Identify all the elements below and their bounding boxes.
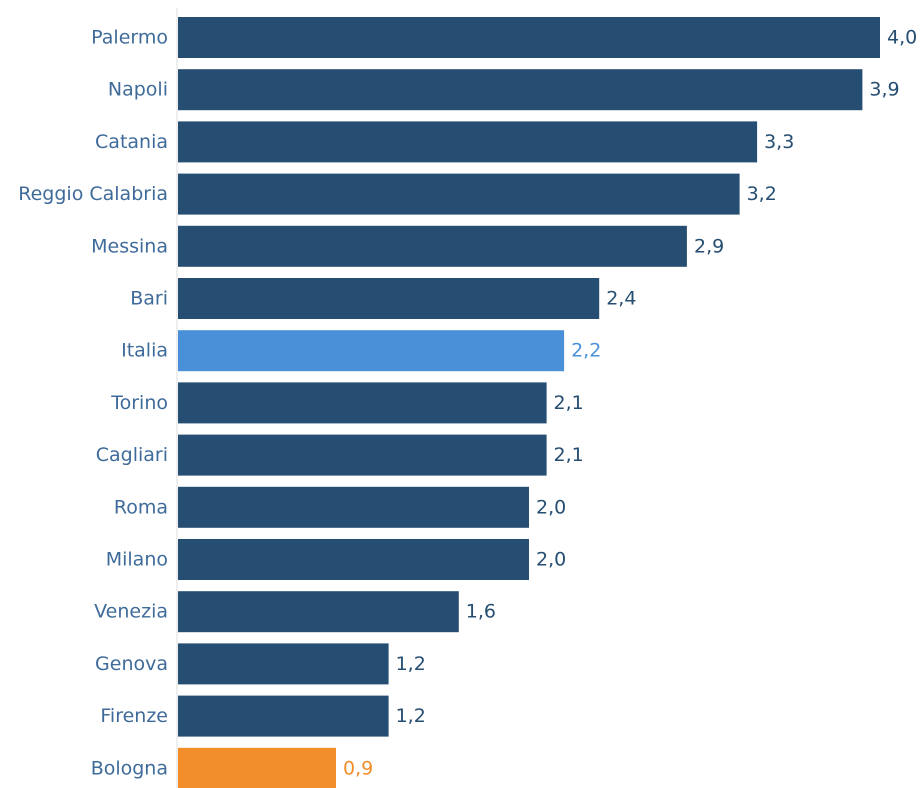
value-label-palermo: 4,0	[887, 27, 917, 49]
bar-genova	[178, 643, 389, 685]
category-label-napoli: Napoli	[108, 79, 168, 101]
bar-reggio-calabria	[178, 173, 740, 215]
category-label-venezia: Venezia	[94, 601, 168, 623]
bars-group	[178, 17, 880, 788]
bar-bari	[178, 278, 600, 319]
bar-palermo	[178, 17, 880, 58]
value-label-venezia: 1,6	[466, 601, 496, 623]
value-label-cagliari: 2,1	[554, 444, 584, 466]
bar-venezia	[178, 591, 459, 633]
category-label-italia: Italia	[121, 340, 168, 362]
bar-bologna	[178, 747, 336, 788]
bar-cagliari	[178, 434, 547, 476]
bar-torino	[178, 382, 547, 424]
value-label-messina: 2,9	[694, 235, 724, 257]
bar-messina	[178, 225, 687, 267]
value-label-torino: 2,1	[554, 392, 584, 414]
value-label-genova: 1,2	[396, 653, 426, 675]
value-label-bari: 2,4	[606, 288, 636, 310]
category-label-firenze: Firenze	[100, 705, 168, 727]
value-label-italia: 2,2	[571, 340, 601, 362]
category-labels-group: Palermo Napoli Catania Reggio Calabria Messi…	[18, 27, 168, 780]
bar-roma	[178, 486, 529, 528]
value-label-firenze: 1,2	[396, 705, 426, 727]
bar-catania	[178, 121, 758, 163]
category-label-bologna: Bologna	[91, 757, 168, 779]
value-label-roma: 2,0	[536, 496, 566, 518]
value-labels-group: 4,0 3,9 3,3 3,2 2,9 2,4 2,2 2,1 2,1 2,0 2,0 1,6 1,2 1…	[343, 27, 917, 780]
bar-milano	[178, 539, 529, 580]
category-label-roma: Roma	[114, 496, 168, 518]
bar-firenze	[178, 695, 389, 737]
category-label-catania: Catania	[95, 131, 168, 153]
value-label-milano: 2,0	[536, 549, 566, 571]
category-label-bari: Bari	[130, 288, 168, 310]
category-label-torino: Torino	[110, 392, 168, 414]
value-label-bologna: 0,9	[343, 757, 373, 779]
value-label-napoli: 3,9	[869, 79, 899, 101]
category-label-genova: Genova	[95, 653, 168, 675]
value-label-reggio-calabria: 3,2	[747, 183, 777, 205]
bar-napoli	[178, 69, 863, 111]
category-label-cagliari: Cagliari	[96, 444, 168, 466]
bar-italia	[178, 330, 565, 372]
category-label-milano: Milano	[106, 549, 168, 571]
category-label-palermo: Palermo	[91, 27, 168, 49]
value-label-catania: 3,3	[764, 131, 794, 153]
category-label-messina: Messina	[91, 235, 168, 257]
category-label-reggio-calabria: Reggio Calabria	[18, 183, 168, 205]
